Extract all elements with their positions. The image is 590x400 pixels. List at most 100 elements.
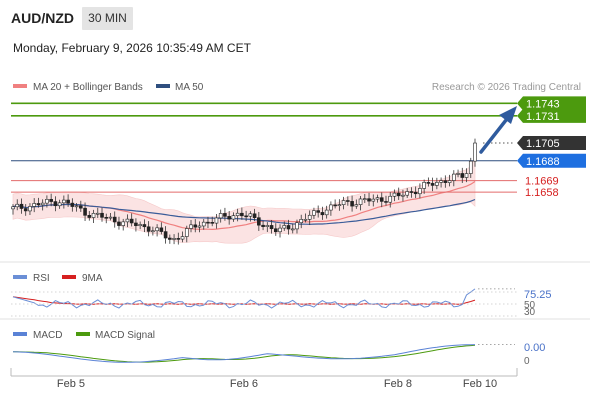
candle <box>184 225 189 243</box>
candle <box>159 222 164 235</box>
rsi-tick-30: 30 <box>524 307 536 318</box>
candle <box>273 223 278 236</box>
candle <box>333 199 337 209</box>
candle <box>422 179 426 194</box>
candle <box>210 216 215 227</box>
candle-down <box>210 222 215 224</box>
candle <box>248 211 253 222</box>
candle <box>223 207 227 221</box>
ma20-legend-swatch <box>13 84 27 88</box>
candle-up <box>468 160 473 174</box>
candle <box>312 207 316 220</box>
candle-down <box>316 210 320 213</box>
candle-up <box>405 191 409 196</box>
candle-down <box>346 200 350 202</box>
candle-up <box>290 228 295 231</box>
rsi-tick-75: 75.25 <box>524 289 552 301</box>
candle <box>316 205 320 218</box>
pivot-label-box <box>517 153 586 168</box>
candle <box>320 206 325 220</box>
candle <box>354 199 359 209</box>
candle-down <box>350 201 354 207</box>
x-tick-feb8: Feb 8 <box>384 378 412 390</box>
candle-up <box>231 215 236 220</box>
candle-up <box>62 199 66 204</box>
candle <box>108 212 113 221</box>
support-2-label: 1.1658 <box>525 187 559 199</box>
candle <box>240 207 244 220</box>
candle <box>443 175 448 188</box>
candle <box>405 188 409 198</box>
macd-tick-value: 0.00 <box>524 342 545 354</box>
candle-up <box>435 182 439 186</box>
candle <box>290 223 295 234</box>
candle <box>49 193 53 207</box>
candle-down <box>176 238 181 240</box>
candle-down <box>53 201 58 207</box>
candle-down <box>333 204 337 207</box>
candle <box>303 213 308 223</box>
candle <box>142 219 147 233</box>
candle <box>189 219 193 233</box>
candle-down <box>23 208 28 212</box>
symbol-title: AUD/NZD <box>11 10 74 26</box>
candle-down <box>83 207 87 216</box>
candle <box>473 138 477 167</box>
candle <box>362 193 367 204</box>
candle-up <box>28 206 32 212</box>
rsi-legend-label: RSI <box>33 273 50 284</box>
timeframe-button[interactable]: 30 MIN <box>82 7 133 30</box>
candle <box>28 203 32 216</box>
candle <box>95 207 100 218</box>
current-price-label: 1.1705 <box>526 138 560 150</box>
candle-up <box>312 210 316 216</box>
candle-down <box>286 225 291 230</box>
candle <box>384 195 388 206</box>
candle <box>439 177 443 188</box>
candle-down <box>257 217 261 226</box>
candle-down <box>223 213 227 217</box>
support-1-label: 1.1669 <box>525 176 559 188</box>
candle <box>172 234 176 245</box>
candle-up <box>155 227 159 232</box>
candle-up <box>74 205 79 208</box>
candle <box>180 231 185 243</box>
candle-up <box>282 225 287 229</box>
candle <box>146 221 151 237</box>
candle-down <box>206 221 210 224</box>
candle <box>278 224 282 238</box>
candle-up <box>299 219 304 223</box>
macd-legend-label: MACD <box>33 330 62 341</box>
candle <box>121 218 126 231</box>
candle-down <box>70 202 75 207</box>
candle <box>286 219 291 235</box>
candle <box>129 213 134 227</box>
macd-line <box>12 344 476 363</box>
candle-up <box>337 204 342 206</box>
candle-down <box>129 218 134 224</box>
rsi-ma-legend-swatch <box>62 275 76 279</box>
candle <box>346 196 350 206</box>
candle-down <box>87 215 92 218</box>
candle-down <box>443 180 448 183</box>
candle-up <box>392 192 397 197</box>
candle-down <box>193 224 198 228</box>
candle <box>15 199 20 211</box>
candle-up <box>473 142 477 162</box>
candle-up <box>15 203 20 208</box>
candle <box>456 169 460 178</box>
candle <box>413 186 418 199</box>
candle <box>32 198 36 213</box>
candle <box>401 189 405 202</box>
candle <box>430 177 435 192</box>
candle-up <box>295 222 299 230</box>
chart-datetime: Monday, February 9, 2026 10:35:49 AM CET <box>13 41 251 55</box>
candle-up <box>265 225 270 227</box>
candle-down <box>79 205 83 209</box>
candle-up <box>303 218 308 221</box>
candle-up <box>32 203 36 207</box>
candle-down <box>244 215 248 218</box>
candle-up <box>418 188 422 195</box>
candle-up <box>125 218 130 223</box>
candle-up <box>307 214 312 220</box>
